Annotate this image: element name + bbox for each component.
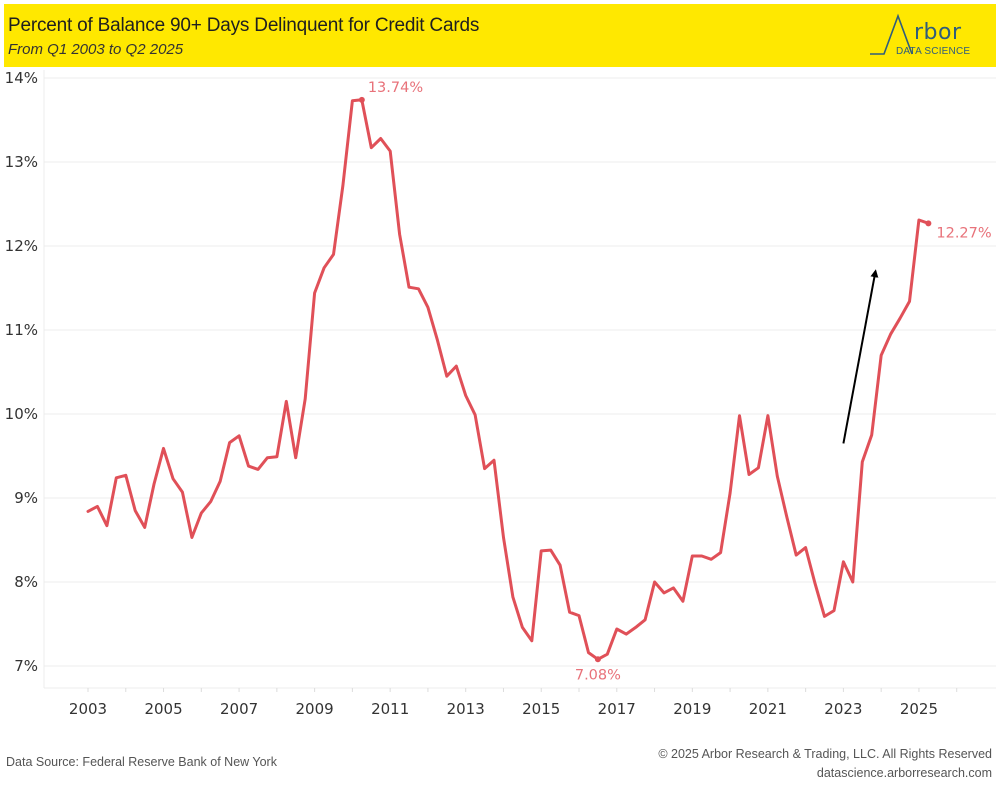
y-axis-ticks: 14% 13% 12% 11% 10% 9% 8% 7% <box>5 69 38 675</box>
x-axis-ticks: 2003 2005 2007 2009 2011 2013 2015 2017 2019 2021… <box>69 688 958 718</box>
highlight-point <box>594 656 601 663</box>
arbor-logo: rbor DATA SCIENCE <box>868 10 980 62</box>
logo-subtitle: DATA SCIENCE <box>896 46 971 57</box>
x-tick-label: 2009 <box>296 700 334 718</box>
annotations: 13.74% 7.08% 12.27% <box>358 80 992 683</box>
copyright: © 2025 Arbor Research & Trading, LLC. Al… <box>658 747 992 761</box>
gridlines <box>44 77 996 667</box>
series-line <box>86 98 930 661</box>
header-banner: Percent of Balance 90+ Days Delinquent f… <box>4 4 996 67</box>
x-tick-label: 2023 <box>824 700 862 718</box>
highlight-point <box>358 96 365 103</box>
x-tick-label: 2019 <box>673 700 711 718</box>
y-tick-label: 11% <box>5 321 38 339</box>
data-label: 12.27% <box>936 225 991 241</box>
x-tick-label: 2007 <box>220 700 258 718</box>
x-tick-label: 2025 <box>900 700 938 718</box>
y-tick-label: 9% <box>14 489 38 507</box>
x-tick-label: 2011 <box>371 700 409 718</box>
x-tick-label: 2021 <box>749 700 787 718</box>
arbor-logo-mark-icon <box>870 13 913 55</box>
logo-word: rbor <box>914 20 962 45</box>
x-tick-label: 2015 <box>522 700 560 718</box>
y-tick-label: 7% <box>14 657 38 675</box>
footer-credits: © 2025 Arbor Research & Trading, LLC. Al… <box>658 745 992 783</box>
axes <box>43 70 996 689</box>
highlight-point <box>925 220 932 227</box>
data-source: Data Source: Federal Reserve Bank of New… <box>6 755 277 769</box>
y-tick-label: 8% <box>14 573 38 591</box>
website-link[interactable]: datascience.arborresearch.com <box>816 766 992 780</box>
trend-arrow-icon <box>842 269 879 444</box>
x-tick-label: 2017 <box>598 700 636 718</box>
x-tick-label: 2005 <box>144 700 182 718</box>
data-label: 7.08% <box>575 667 621 683</box>
y-tick-label: 13% <box>5 153 38 171</box>
x-tick-label: 2003 <box>69 700 107 718</box>
y-tick-label: 14% <box>5 69 38 87</box>
y-tick-label: 10% <box>5 405 38 423</box>
chart-subtitle: From Q1 2003 to Q2 2025 <box>8 41 184 58</box>
x-tick-label: 2013 <box>447 700 485 718</box>
chart-title: Percent of Balance 90+ Days Delinquent f… <box>8 15 480 36</box>
data-label: 13.74% <box>368 80 423 96</box>
series-group <box>86 98 930 661</box>
y-tick-label: 12% <box>5 237 38 255</box>
